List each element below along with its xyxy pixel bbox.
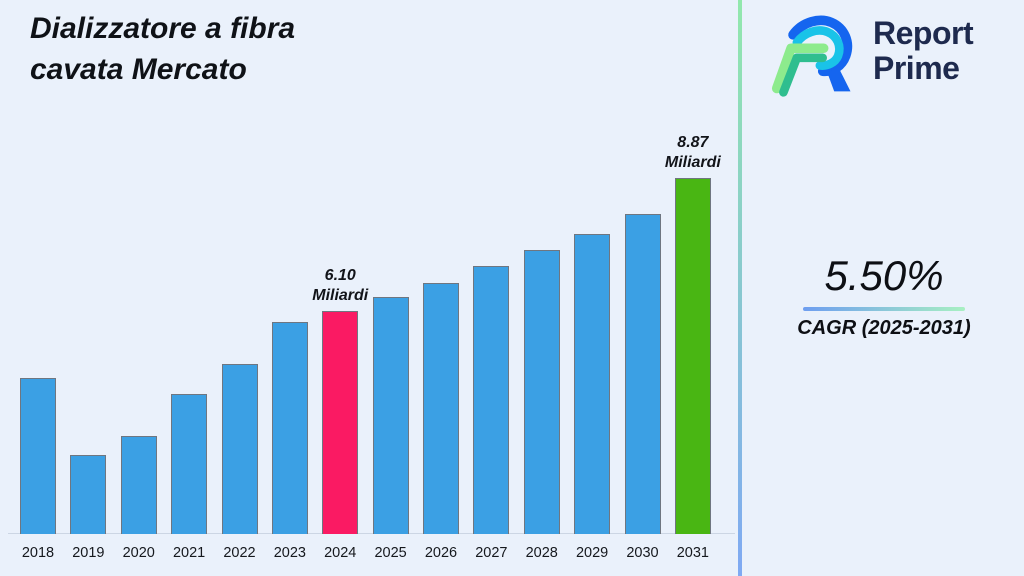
bar-column-2018: 2018: [20, 178, 56, 561]
x-axis-label-2020: 2020: [122, 545, 155, 561]
chart-plot-area: 2018 2019 2020 2021 2022 2023 2024 6.10 Miliardi…: [20, 134, 721, 561]
bar-column-2029: 2029: [574, 178, 611, 561]
brand-logo: Report Prime: [770, 8, 974, 100]
brand-name-line-2: Prime: [873, 50, 960, 86]
x-axis-baseline: [8, 533, 735, 534]
bar-column-2025: 2025: [372, 178, 409, 561]
x-axis-label-2030: 2030: [626, 545, 659, 561]
cagr-label: CAGR (2025-2031): [797, 317, 971, 339]
bar-column-2030: 2030: [624, 178, 661, 561]
bar-column-2024: 2024 6.10 Miliardi: [312, 178, 368, 561]
bar-2028: [523, 250, 560, 534]
chart-title: Dializzatore a fibra cavata Mercato: [30, 8, 295, 90]
x-axis-label-2028: 2028: [525, 545, 558, 561]
bar-value-label-line: Miliardi: [664, 154, 721, 171]
bar-2024: [322, 311, 359, 534]
bar-column-2028: 2028: [523, 178, 560, 561]
bar-2021: [171, 394, 208, 534]
bar-value-label-2024: 6.10 Miliardi: [312, 266, 368, 306]
bar-column-2027: 2027: [473, 178, 510, 561]
bar-2019: [70, 455, 107, 534]
bar-2018: [20, 378, 56, 534]
x-axis-label-2025: 2025: [374, 545, 407, 561]
x-axis-label-2021: 2021: [172, 545, 206, 561]
bar-2020: [120, 436, 157, 534]
bar-2031: [674, 178, 711, 534]
cagr-underline: [803, 307, 965, 311]
bar-value-label-line: Miliardi: [312, 287, 369, 304]
brand-name-line-1: Report: [873, 15, 974, 51]
bar-column-2019: 2019: [70, 178, 107, 561]
x-axis-label-2029: 2029: [575, 545, 609, 561]
bar-column-2020: 2020: [120, 178, 157, 561]
bar-2026: [423, 283, 459, 534]
x-axis-label-2023: 2023: [273, 545, 307, 561]
x-axis-label-2019: 2019: [72, 545, 105, 561]
report-prime-logo-icon: [771, 15, 853, 97]
bar-2022: [221, 364, 258, 534]
bar-column-2023: 2023: [271, 178, 308, 561]
bar-2029: [574, 234, 611, 534]
x-axis-label-2027: 2027: [475, 545, 508, 561]
bar-column-2026: 2026: [423, 178, 459, 561]
x-axis-label-2018: 2018: [21, 545, 55, 561]
bar-value-label-line: 6.10: [324, 267, 356, 284]
cagr-block: 5.50% CAGR (2025-2031): [764, 252, 1004, 340]
divider-line: [738, 0, 742, 576]
bar-2025: [372, 297, 409, 534]
x-axis-label-2024: 2024: [324, 545, 357, 561]
bar-value-label-line: 8.87: [677, 134, 709, 151]
bar-2023: [271, 322, 308, 534]
bar-2027: [473, 266, 510, 534]
x-axis-label-2031: 2031: [676, 545, 710, 561]
bar-value-label-2031: 8.87 Miliardi: [665, 133, 721, 173]
bar-column-2021: 2021: [171, 178, 208, 561]
brand-name: Report Prime: [873, 8, 974, 86]
cagr-value: 5.50%: [824, 252, 944, 299]
bar-column-2031: 2031 8.87 Miliardi: [665, 134, 721, 561]
x-axis-label-2026: 2026: [424, 545, 458, 561]
x-axis-label-2022: 2022: [223, 545, 256, 561]
chart-title-line-1: Dializzatore a fibra: [30, 12, 296, 45]
bar-column-2022: 2022: [221, 178, 258, 561]
chart-title-line-2: cavata Mercato: [30, 53, 247, 86]
bar-2030: [624, 214, 661, 534]
